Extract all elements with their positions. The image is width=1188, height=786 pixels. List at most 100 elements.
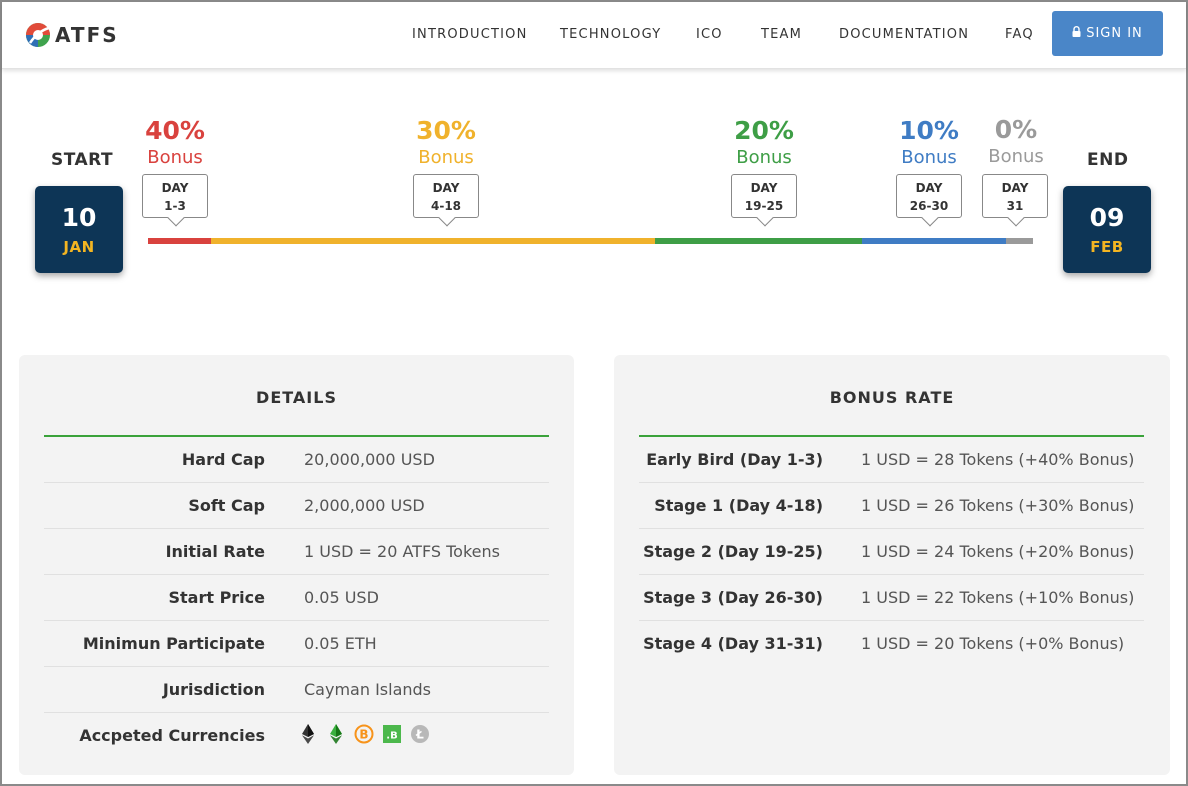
timeline-bar-stage-3 bbox=[655, 238, 862, 244]
details-row-start-price: Start Price 0.05 USD bbox=[44, 575, 549, 621]
bonus-rate-divider bbox=[639, 435, 1144, 437]
bonus-label: Early Bird (Day 1-3) bbox=[646, 450, 823, 469]
svg-text:Ł: Ł bbox=[415, 728, 424, 742]
nav-faq[interactable]: FAQ bbox=[1005, 27, 1034, 42]
details-title: DETAILS bbox=[256, 388, 337, 407]
logo[interactable]: ATFS bbox=[24, 19, 119, 51]
details-row-initial-rate: Initial Rate 1 USD = 20 ATFS Tokens bbox=[44, 529, 549, 575]
stage-4-day-tag: DAY 26-30 bbox=[896, 174, 962, 218]
detail-value: 0.05 ETH bbox=[304, 634, 377, 653]
bonus-label: Stage 2 (Day 19-25) bbox=[643, 542, 823, 561]
detail-value: Cayman Islands bbox=[304, 680, 431, 699]
start-day: 10 bbox=[61, 203, 97, 232]
detail-label: Minimun Participate bbox=[82, 634, 265, 653]
stage-2-day-tag: DAY 4-18 bbox=[413, 174, 479, 218]
nav-technology[interactable]: TECHNOLOGY bbox=[560, 27, 662, 42]
details-row-min-participate: Minimun Participate 0.05 ETH bbox=[44, 621, 549, 667]
stage-3-percent: 20% bbox=[734, 116, 794, 145]
detail-label: Jurisdiction bbox=[162, 680, 265, 699]
end-month: FEB bbox=[1090, 238, 1124, 256]
detail-label: Soft Cap bbox=[188, 496, 265, 515]
start-month: JAN bbox=[63, 238, 95, 256]
bitcoin-icon: B bbox=[354, 724, 374, 744]
end-date-box: 09 FEB bbox=[1063, 186, 1151, 273]
detail-value: 20,000,000 USD bbox=[304, 450, 435, 469]
detail-label: Initial Rate bbox=[165, 542, 265, 561]
svg-text:B: B bbox=[359, 728, 368, 742]
bitshares-icon: .B bbox=[383, 725, 401, 743]
timeline-bar-stage-2 bbox=[211, 238, 655, 244]
stage-2-day-label: DAY bbox=[432, 181, 460, 195]
bonus-rate-card: BONUS RATE Early Bird (Day 1-3) 1 USD = … bbox=[614, 355, 1170, 775]
stage-3-day-range: 19-25 bbox=[744, 199, 784, 213]
stage-4-day-label: DAY bbox=[915, 181, 943, 195]
timeline-bar-stage-5 bbox=[1006, 238, 1033, 244]
timeline-bar-stage-4 bbox=[862, 238, 1006, 244]
sign-in-button[interactable]: SIGN IN bbox=[1052, 11, 1163, 56]
stage-3-day-tag: DAY 19-25 bbox=[731, 174, 797, 218]
detail-label: Start Price bbox=[168, 588, 265, 607]
nav-ico[interactable]: ICO bbox=[696, 27, 723, 42]
logo-icon bbox=[26, 23, 50, 47]
bonus-value: 1 USD = 20 Tokens (+0% Bonus) bbox=[861, 634, 1125, 653]
bonus-rate-title: BONUS RATE bbox=[829, 388, 955, 407]
details-divider bbox=[44, 435, 549, 437]
stage-5-day-range: 31 bbox=[1006, 199, 1024, 213]
currency-icons: B .B Ł bbox=[298, 723, 430, 745]
bonus-value: 1 USD = 26 Tokens (+30% Bonus) bbox=[861, 496, 1135, 515]
lock-icon bbox=[1072, 26, 1081, 37]
stage-4-percent: 10% bbox=[899, 116, 959, 145]
ethereum-icon bbox=[302, 724, 314, 744]
detail-value: 0.05 USD bbox=[304, 588, 379, 607]
detail-label: Hard Cap bbox=[181, 450, 265, 469]
stage-3-day-label: DAY bbox=[750, 181, 778, 195]
litecoin-icon: Ł bbox=[411, 725, 429, 743]
nav-team[interactable]: TEAM bbox=[761, 27, 803, 42]
stage-2-bonus-word: Bonus bbox=[418, 147, 474, 168]
stage-4-day-range: 26-30 bbox=[909, 199, 949, 213]
stage-5-bonus-word: Bonus bbox=[988, 146, 1044, 167]
bonus-value: 1 USD = 24 Tokens (+20% Bonus) bbox=[861, 542, 1135, 561]
details-row-jurisdiction: Jurisdiction Cayman Islands bbox=[44, 667, 549, 713]
end-label: END bbox=[1087, 150, 1129, 170]
details-row-soft-cap: Soft Cap 2,000,000 USD bbox=[44, 483, 549, 529]
bonus-row-stage-2: Stage 2 (Day 19-25) 1 USD = 24 Tokens (+… bbox=[639, 529, 1144, 575]
detail-value: 2,000,000 USD bbox=[304, 496, 425, 515]
stage-1-day-tag: DAY 1-3 bbox=[142, 174, 208, 218]
logo-text: ATFS bbox=[55, 23, 119, 47]
stage-1-percent: 40% bbox=[145, 116, 205, 145]
stage-5-day-label: DAY bbox=[1001, 181, 1029, 195]
sign-in-label: SIGN IN bbox=[1086, 26, 1143, 41]
start-date-box: 10 JAN bbox=[35, 186, 123, 273]
detail-value: 1 USD = 20 ATFS Tokens bbox=[304, 542, 500, 561]
stage-2-day-range: 4-18 bbox=[430, 199, 462, 213]
start-label: START bbox=[51, 150, 114, 170]
bonus-label: Stage 3 (Day 26-30) bbox=[643, 588, 823, 607]
bonus-row-stage-3: Stage 3 (Day 26-30) 1 USD = 22 Tokens (+… bbox=[639, 575, 1144, 621]
bonus-row-stage-4: Stage 4 (Day 31-31) 1 USD = 20 Tokens (+… bbox=[639, 621, 1144, 667]
stage-5-percent: 0% bbox=[994, 115, 1038, 144]
stage-5-day-tag: DAY 31 bbox=[982, 174, 1048, 218]
ethereum-classic-icon bbox=[330, 724, 342, 744]
stage-1-day-label: DAY bbox=[161, 181, 189, 195]
stage-1-day-range: 1-3 bbox=[164, 199, 186, 213]
stage-1-bonus-word: Bonus bbox=[147, 147, 203, 168]
svg-text:.B: .B bbox=[386, 731, 397, 742]
bonus-value: 1 USD = 22 Tokens (+10% Bonus) bbox=[861, 588, 1135, 607]
nav-documentation[interactable]: DOCUMENTATION bbox=[839, 27, 970, 42]
bonus-label: Stage 1 (Day 4-18) bbox=[654, 496, 823, 515]
top-header: ATFS INTRODUCTION TECHNOLOGY ICO TEAM DO… bbox=[2, 2, 1186, 69]
end-day: 09 bbox=[1089, 203, 1125, 232]
bonus-row-early-bird: Early Bird (Day 1-3) 1 USD = 28 Tokens (… bbox=[639, 437, 1144, 483]
stage-2-percent: 30% bbox=[416, 116, 476, 145]
details-card: DETAILS Hard Cap 20,000,000 USD Soft Cap… bbox=[19, 355, 574, 775]
details-row-hard-cap: Hard Cap 20,000,000 USD bbox=[44, 437, 549, 483]
bonus-value: 1 USD = 28 Tokens (+40% Bonus) bbox=[861, 450, 1135, 469]
stage-3-bonus-word: Bonus bbox=[736, 147, 792, 168]
bonus-row-stage-1: Stage 1 (Day 4-18) 1 USD = 26 Tokens (+3… bbox=[639, 483, 1144, 529]
nav-introduction[interactable]: INTRODUCTION bbox=[412, 27, 528, 42]
detail-label: Accpeted Currencies bbox=[79, 726, 265, 745]
stage-4-bonus-word: Bonus bbox=[901, 147, 957, 168]
timeline-bar-stage-1 bbox=[148, 238, 211, 244]
bonus-label: Stage 4 (Day 31-31) bbox=[643, 634, 823, 653]
